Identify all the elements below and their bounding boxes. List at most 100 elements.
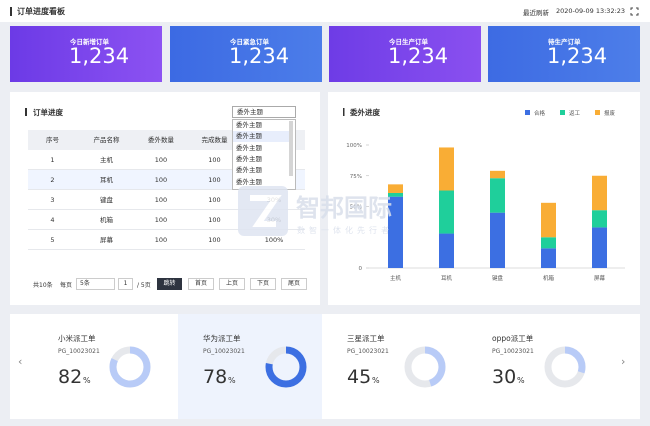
table-cell: 100 — [154, 196, 168, 204]
x-tick-label: 键盘 — [492, 274, 504, 282]
table-cell: 100 — [154, 156, 168, 164]
page-input[interactable]: 1 — [118, 278, 133, 290]
header-bar — [0, 0, 650, 22]
bar-segment — [388, 192, 403, 197]
kpi-value: 1,234 — [69, 44, 130, 68]
dispatch-unit: % — [228, 376, 236, 385]
donut-arc — [544, 346, 586, 388]
donut-arc — [265, 346, 307, 388]
total-count: 共10条 — [33, 282, 53, 289]
table-cell: 100 — [208, 176, 221, 184]
dispatch-value: 45 — [347, 366, 372, 388]
dropdown-option[interactable]: 委外主题 — [236, 143, 262, 152]
kpi-card — [329, 26, 481, 82]
legend-swatch — [525, 110, 530, 115]
dispatch-unit: % — [517, 376, 525, 385]
column-header: 序号 — [46, 136, 59, 144]
table-cell: 耳机 — [100, 176, 113, 184]
y-tick-label: 100% — [346, 143, 362, 149]
dropdown-option[interactable]: 委外主题 — [236, 166, 262, 175]
donut-arc — [109, 346, 151, 388]
watermark-slogan: 数智一体化先行者 — [297, 225, 393, 235]
y-tick-label: 75% — [350, 174, 362, 180]
dispatch-code: PG_10023021 — [347, 348, 389, 355]
legend-swatch — [560, 110, 565, 115]
watermark-brand: 智邦国际 — [296, 194, 392, 222]
page-button[interactable]: 首页 — [188, 278, 214, 290]
table-cell: 100 — [154, 176, 168, 184]
dropdown-option[interactable]: 委外主题 — [236, 154, 262, 163]
kpi-label: 待生产订单 — [548, 38, 581, 46]
dispatch-name: 三星派工单 — [347, 334, 385, 343]
kpi-label: 今日紧急订单 — [230, 38, 269, 46]
table-cell: 3 — [50, 196, 55, 204]
column-header: 委外数量 — [148, 136, 174, 144]
per-page-select[interactable]: 5条 — [76, 278, 115, 290]
bar-segment — [592, 210, 607, 228]
table-cell: 屏幕 — [100, 236, 113, 244]
chart-title: 委外进度 — [349, 107, 380, 117]
bar-segment — [490, 170, 505, 179]
table-row — [28, 190, 305, 210]
table-cell: 100 — [208, 156, 221, 164]
chart-panel — [328, 92, 640, 305]
column-header: 产品名称 — [93, 136, 120, 144]
kpi-value: 1,234 — [547, 44, 608, 68]
kpi-card — [10, 26, 162, 82]
refresh-label: 最近刷新 — [523, 9, 549, 17]
table-cell: 100% — [264, 236, 284, 244]
jump-button[interactable]: 跳转 — [157, 278, 182, 290]
dropdown-select[interactable]: 委外主题 — [232, 106, 296, 118]
next-arrow[interactable]: › — [621, 355, 626, 368]
dispatch-card-active — [178, 314, 322, 419]
dropdown-option[interactable]: 委外主题 — [236, 177, 262, 186]
legend-swatch — [595, 110, 600, 115]
panel-accent — [25, 108, 27, 116]
refresh-time: 2020-09-09 13:32:23 — [556, 7, 626, 15]
dispatch-code: PG_10023021 — [203, 348, 245, 355]
bar-segment — [388, 184, 403, 193]
table-cell: 机箱 — [100, 216, 113, 224]
page-title: 订单进度看板 — [17, 7, 65, 16]
column-header: 完成数量 — [201, 136, 228, 144]
bar-segment — [388, 196, 403, 268]
dispatch-name: 华为派工单 — [203, 334, 241, 343]
page-button[interactable]: 下页 — [250, 278, 276, 290]
table-row — [28, 230, 305, 250]
table-cell: 100 — [154, 216, 168, 224]
dispatch-name: oppo派工单 — [492, 334, 534, 343]
bar-segment — [541, 237, 556, 249]
fullscreen-icon[interactable] — [630, 7, 639, 16]
watermark-logo-z — [250, 195, 282, 227]
dispatch-unit: % — [83, 376, 91, 385]
kpi-card — [488, 26, 640, 82]
table-cell: 100 — [208, 196, 221, 204]
kpi-label: 今日新增订单 — [70, 38, 109, 46]
y-tick-label: 50% — [350, 205, 362, 211]
dispatch-value: 78 — [203, 366, 228, 388]
bar-segment — [541, 248, 556, 268]
prev-arrow[interactable]: ‹ — [18, 355, 23, 368]
x-tick-label: 机箱 — [543, 274, 555, 282]
bar-segment — [592, 227, 607, 268]
dropdown-option[interactable]: 委外主题 — [236, 121, 262, 129]
legend-label: 报废 — [604, 109, 616, 117]
panel-accent — [343, 108, 345, 116]
x-tick-label: 耳机 — [441, 274, 453, 282]
dispatch-code: PG_10023021 — [58, 348, 100, 355]
x-tick-label: 主机 — [390, 274, 402, 282]
kpi-label: 今日生产订单 — [389, 38, 428, 46]
dropdown-option[interactable]: 委外主题 — [233, 131, 289, 143]
page-button[interactable]: 尾页 — [281, 278, 307, 290]
bar-segment — [541, 202, 556, 238]
table-cell: 1 — [50, 156, 55, 164]
kpi-value: 1,234 — [229, 44, 290, 68]
legend-label: 返工 — [569, 110, 581, 117]
watermark-logo — [238, 186, 288, 236]
table-cell: 100 — [208, 236, 221, 244]
legend-label: 合格 — [534, 109, 546, 117]
table-cell: 5 — [50, 236, 55, 244]
table-cell: 键盘 — [100, 196, 113, 204]
page-button[interactable]: 上页 — [219, 278, 245, 290]
